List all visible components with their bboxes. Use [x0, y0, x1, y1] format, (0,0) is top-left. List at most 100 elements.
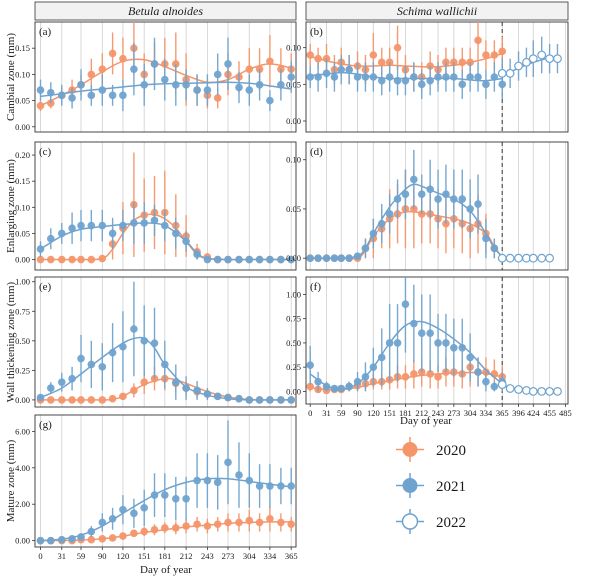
y-tick-label: 0.75: [15, 306, 30, 316]
point-2020: [87, 535, 96, 544]
y-tick-label: 0.15: [15, 43, 30, 53]
point-2020: [490, 51, 499, 59]
point-2020: [140, 527, 149, 536]
legend-entry-2020: 2020: [396, 437, 466, 462]
point-2021: [245, 396, 254, 404]
point-2021: [277, 255, 285, 264]
point-2020: [140, 378, 149, 386]
y-tick-label: 0.15: [15, 176, 30, 186]
point-2021: [77, 354, 85, 363]
point-2020: [130, 386, 138, 395]
point-2021: [322, 254, 331, 262]
point-2022: [497, 68, 507, 78]
x-tick-label: 273: [222, 551, 235, 561]
x-tick-label: 485: [559, 408, 572, 418]
point-2021: [306, 73, 315, 81]
point-2020: [108, 49, 117, 58]
point-2020: [57, 255, 66, 264]
point-2021: [287, 255, 295, 264]
point-2021: [277, 482, 285, 490]
point-2021: [466, 205, 474, 213]
point-2020: [87, 70, 96, 79]
point-2022: [553, 386, 562, 396]
series-2021: [36, 420, 295, 545]
point-2021: [193, 386, 201, 395]
point-2020: [68, 396, 76, 404]
point-2021: [345, 382, 353, 391]
point-2021: [77, 81, 85, 89]
point-2021: [401, 300, 410, 308]
y-tick-label: 0.50: [286, 338, 301, 348]
point-2021: [337, 254, 346, 262]
point-2021: [314, 73, 322, 81]
legend-entry-2022: 2022: [396, 509, 466, 534]
legend-label-2021: 2021: [436, 479, 466, 495]
point-2021: [172, 378, 180, 386]
point-2021: [140, 219, 149, 227]
point-2021: [193, 250, 201, 259]
x-tick-label: 181: [158, 551, 171, 561]
x-tick-label: 31: [58, 551, 67, 561]
point-2020: [119, 392, 127, 401]
point-2021: [377, 219, 386, 228]
point-2021: [417, 190, 426, 198]
x-tick-label: 120: [367, 408, 380, 418]
point-2021: [337, 65, 346, 74]
point-2021: [98, 518, 107, 527]
point-2021: [150, 339, 159, 347]
point-2021: [68, 224, 76, 233]
point-2021: [245, 255, 254, 264]
point-2020: [68, 255, 76, 264]
point-2021: [182, 81, 190, 89]
panel-letter: (f): [310, 281, 321, 293]
point-2021: [36, 245, 45, 253]
point-2022: [545, 386, 554, 396]
series-2020: [36, 152, 295, 264]
point-2021: [490, 244, 499, 253]
point-2021: [140, 81, 149, 89]
point-2020: [98, 396, 107, 404]
point-2021: [306, 254, 315, 262]
panel-frame: [34, 414, 297, 548]
point-2020: [277, 65, 285, 73]
point-2021: [46, 234, 55, 243]
series-2021: [36, 281, 295, 404]
series-2021: [36, 202, 295, 264]
point-2021: [203, 476, 212, 485]
point-2021: [213, 392, 222, 401]
point-2020: [255, 65, 264, 73]
y-tick-label: 0.05: [15, 228, 30, 238]
point-2021: [474, 368, 482, 376]
point-2020: [150, 525, 159, 534]
series-2022: [497, 253, 554, 263]
y-tick-label: 1.00: [286, 289, 301, 299]
point-2022: [537, 253, 547, 263]
point-2020: [287, 520, 295, 529]
point-2021: [466, 353, 474, 362]
point-2022: [553, 54, 562, 64]
point-2021: [345, 254, 353, 262]
point-2021: [385, 210, 394, 218]
x-tick-label: 151: [138, 551, 151, 561]
point-2020: [393, 43, 402, 52]
point-2021: [255, 81, 264, 89]
point-2020: [314, 54, 322, 63]
point-2022: [497, 380, 507, 390]
point-2021: [108, 91, 117, 100]
point-2021: [490, 73, 499, 81]
y-axis-title: Cambial zone (mm): [5, 33, 17, 121]
point-2020: [98, 535, 107, 543]
point-2021: [482, 80, 490, 89]
point-2021: [314, 254, 322, 262]
x-tick-label: 304: [243, 551, 257, 561]
point-2021: [417, 329, 426, 338]
series-2020: [306, 169, 507, 262]
y-tick-label: 0.75: [286, 314, 301, 324]
point-2021: [287, 73, 295, 81]
point-2021: [98, 363, 107, 371]
point-2022: [514, 385, 523, 394]
legend-label-2020: 2020: [436, 443, 466, 459]
point-2022: [505, 253, 515, 263]
point-2021: [322, 382, 331, 391]
